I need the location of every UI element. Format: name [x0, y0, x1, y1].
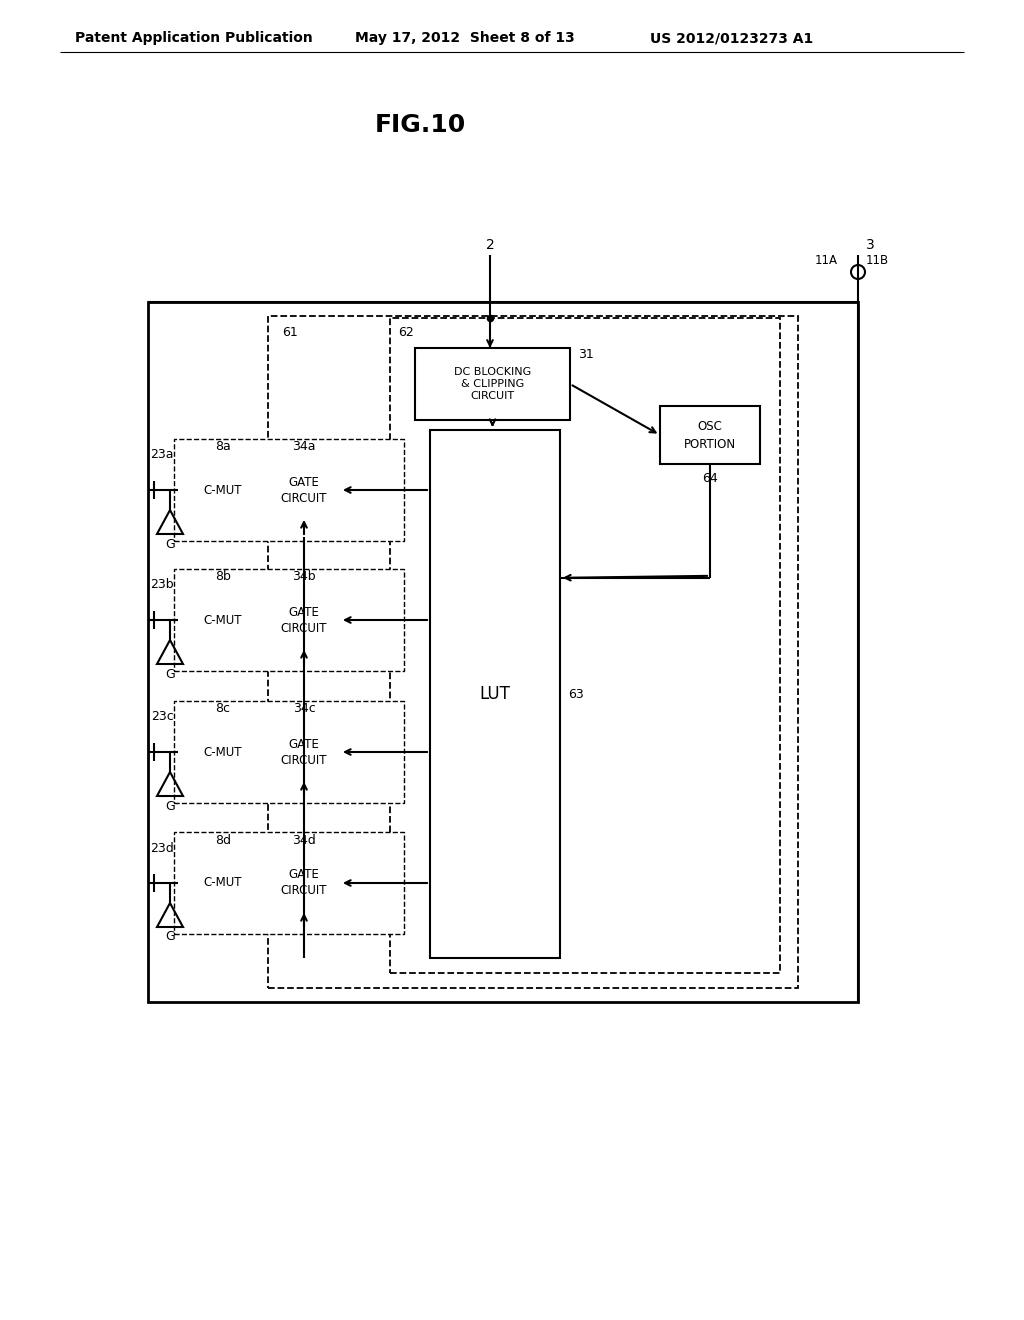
Text: LUT: LUT: [479, 685, 510, 704]
Text: 34d: 34d: [292, 833, 315, 846]
Text: 61: 61: [283, 326, 298, 338]
Text: G: G: [165, 931, 175, 944]
Bar: [178, 463, 268, 517]
Text: C-MUT: C-MUT: [204, 876, 243, 890]
Text: 8a: 8a: [215, 441, 230, 454]
Text: Patent Application Publication: Patent Application Publication: [75, 30, 312, 45]
Text: 8b: 8b: [215, 570, 231, 583]
Text: 11A: 11A: [814, 253, 838, 267]
Text: 2: 2: [485, 238, 495, 252]
Text: GATE: GATE: [289, 475, 319, 488]
Text: CIRCUIT: CIRCUIT: [281, 884, 328, 898]
Text: CIRCUIT: CIRCUIT: [470, 391, 515, 401]
Bar: [148, 302, 858, 1002]
Text: 3: 3: [866, 238, 874, 252]
Text: 23b: 23b: [151, 578, 174, 591]
Bar: [430, 430, 560, 958]
Text: PORTION: PORTION: [684, 437, 736, 450]
Bar: [174, 569, 404, 671]
Text: GATE: GATE: [289, 738, 319, 751]
Text: CIRCUIT: CIRCUIT: [281, 491, 328, 504]
Text: DC BLOCKING: DC BLOCKING: [454, 367, 531, 378]
Text: GATE: GATE: [289, 869, 319, 882]
Text: CIRCUIT: CIRCUIT: [281, 622, 328, 635]
Text: C-MUT: C-MUT: [204, 746, 243, 759]
Text: 8d: 8d: [215, 833, 231, 846]
Bar: [268, 725, 340, 779]
Text: 34b: 34b: [292, 570, 315, 583]
Text: G: G: [165, 800, 175, 813]
Text: May 17, 2012  Sheet 8 of 13: May 17, 2012 Sheet 8 of 13: [355, 30, 574, 45]
Bar: [268, 315, 798, 987]
Bar: [268, 463, 340, 517]
Text: CIRCUIT: CIRCUIT: [281, 754, 328, 767]
Text: FIG.10: FIG.10: [375, 114, 466, 137]
Text: G: G: [165, 537, 175, 550]
Text: 11B: 11B: [866, 253, 889, 267]
Text: GATE: GATE: [289, 606, 319, 619]
Text: G: G: [165, 668, 175, 681]
Bar: [660, 407, 760, 465]
Bar: [268, 593, 340, 647]
Bar: [268, 855, 340, 909]
Text: 34c: 34c: [293, 702, 315, 715]
Text: 23d: 23d: [151, 842, 174, 854]
Text: C-MUT: C-MUT: [204, 614, 243, 627]
Bar: [415, 348, 570, 420]
Text: 62: 62: [398, 326, 414, 338]
Text: C-MUT: C-MUT: [204, 483, 243, 496]
Bar: [174, 832, 404, 935]
Bar: [178, 855, 268, 909]
Text: 63: 63: [568, 688, 584, 701]
Text: & CLIPPING: & CLIPPING: [461, 379, 524, 389]
Text: 23a: 23a: [151, 449, 174, 462]
Bar: [178, 725, 268, 779]
Bar: [178, 593, 268, 647]
Text: OSC: OSC: [697, 420, 723, 433]
Text: 64: 64: [702, 471, 718, 484]
Bar: [174, 440, 404, 541]
Text: 23c: 23c: [152, 710, 174, 723]
Bar: [174, 701, 404, 803]
Text: 31: 31: [578, 347, 594, 360]
Text: US 2012/0123273 A1: US 2012/0123273 A1: [650, 30, 813, 45]
Text: 8c: 8c: [215, 702, 230, 715]
Text: 34a: 34a: [292, 441, 315, 454]
Bar: [390, 318, 780, 973]
